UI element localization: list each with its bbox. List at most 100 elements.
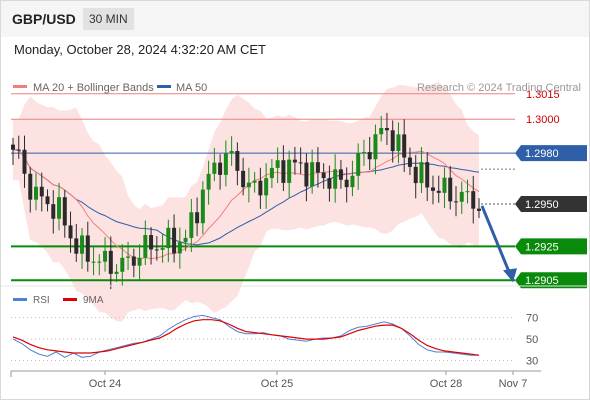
candle [275, 147, 280, 184]
candle [97, 254, 102, 276]
candle [229, 136, 234, 166]
pivot-label-bg [515, 145, 587, 162]
x-tick-label: Oct 25 [261, 378, 293, 390]
rsi-tick-label: 30 [526, 356, 538, 368]
candle [68, 211, 73, 253]
legend-label-ma50: MA 50 [176, 82, 207, 94]
candle [149, 227, 154, 265]
candle [379, 115, 384, 142]
rsi-line [12, 314, 479, 358]
candle [62, 189, 67, 238]
legend-label-rsi: RSI [33, 295, 50, 306]
legend-swatch-ma20 [13, 85, 27, 88]
candle [195, 197, 200, 237]
candle [350, 160, 355, 197]
candle [269, 159, 274, 189]
candle [292, 146, 297, 175]
candle [356, 143, 361, 190]
candle [367, 136, 372, 171]
candle [413, 154, 418, 199]
price-chart[interactable]: 1.3015 1.3000 1.2980 1.2950 1.2925 1.2905 MA … [1, 37, 589, 399]
candle [471, 175, 476, 224]
candle [287, 150, 292, 198]
rsi-legend: RSI 9MA [13, 295, 104, 306]
candle [131, 248, 136, 278]
candle [407, 147, 412, 176]
candle [419, 146, 424, 193]
legend-label-ma20: MA 20 + Bollinger Bands [33, 82, 154, 94]
candle [212, 147, 217, 182]
candle [373, 124, 378, 175]
candle [338, 159, 343, 189]
candle [34, 172, 39, 211]
price-legend: MA 20 + Bollinger Bands MA 50 Research ©… [13, 82, 581, 94]
candle [39, 172, 44, 212]
candle [384, 112, 389, 146]
candle [51, 190, 56, 234]
support-label-bg [515, 272, 587, 289]
candle [333, 154, 338, 203]
current-price-label-bg [515, 195, 587, 212]
candle [315, 147, 320, 188]
candle [166, 219, 171, 263]
candle [126, 241, 131, 271]
candle [114, 264, 119, 283]
candle [390, 120, 395, 163]
resistance-label: 1.3015 [526, 89, 560, 101]
candle [246, 167, 251, 203]
forecast-arrow [480, 205, 512, 275]
candle [206, 160, 211, 205]
candle [16, 135, 21, 159]
timeframe-button[interactable]: 30 MIN [83, 8, 134, 30]
candle [402, 119, 407, 173]
rsi-tick-label: 50 [526, 334, 538, 346]
support-label-bg [515, 238, 587, 255]
legend-swatch-9ma [63, 298, 77, 301]
candle [80, 228, 85, 269]
resistance-label: 1.3000 [526, 114, 560, 126]
candle [218, 154, 223, 190]
candle [177, 227, 182, 269]
candle [120, 244, 125, 287]
support-label: 1.2925 [525, 241, 559, 253]
candle [304, 153, 309, 202]
candle [108, 236, 113, 290]
candle [143, 220, 148, 266]
legend-swatch-ma50 [157, 85, 171, 88]
forecast-arrow-head [503, 268, 517, 283]
candle [453, 186, 458, 217]
legend-label-9ma: 9MA [83, 295, 104, 306]
candle [436, 175, 441, 203]
candle [28, 166, 33, 213]
candle [57, 182, 62, 231]
symbol-label: GBP/USD [12, 11, 76, 27]
candle [241, 157, 246, 196]
candle [425, 152, 430, 201]
candle [459, 181, 464, 214]
bollinger-band [13, 82, 479, 322]
candle [91, 247, 96, 276]
rsi-9ma-line [12, 319, 480, 356]
candle [45, 189, 50, 212]
candle [223, 140, 228, 187]
candle [85, 221, 90, 272]
candle [189, 198, 194, 252]
candle [310, 149, 315, 194]
candle [430, 175, 435, 205]
candle [74, 224, 79, 262]
candle [477, 198, 481, 219]
candle [298, 147, 303, 175]
research-credit: Research © 2024 Trading Central [417, 82, 581, 94]
candle [396, 122, 401, 164]
candle [160, 233, 165, 263]
candle [137, 244, 142, 281]
candle [235, 142, 240, 186]
candle [442, 167, 447, 209]
legend-swatch-rsi [13, 298, 27, 301]
rsi-tick-label: 70 [526, 313, 538, 325]
candle [361, 139, 366, 166]
candle [103, 237, 108, 272]
candle [321, 163, 326, 189]
current-price-label: 1.2950 [525, 199, 559, 211]
